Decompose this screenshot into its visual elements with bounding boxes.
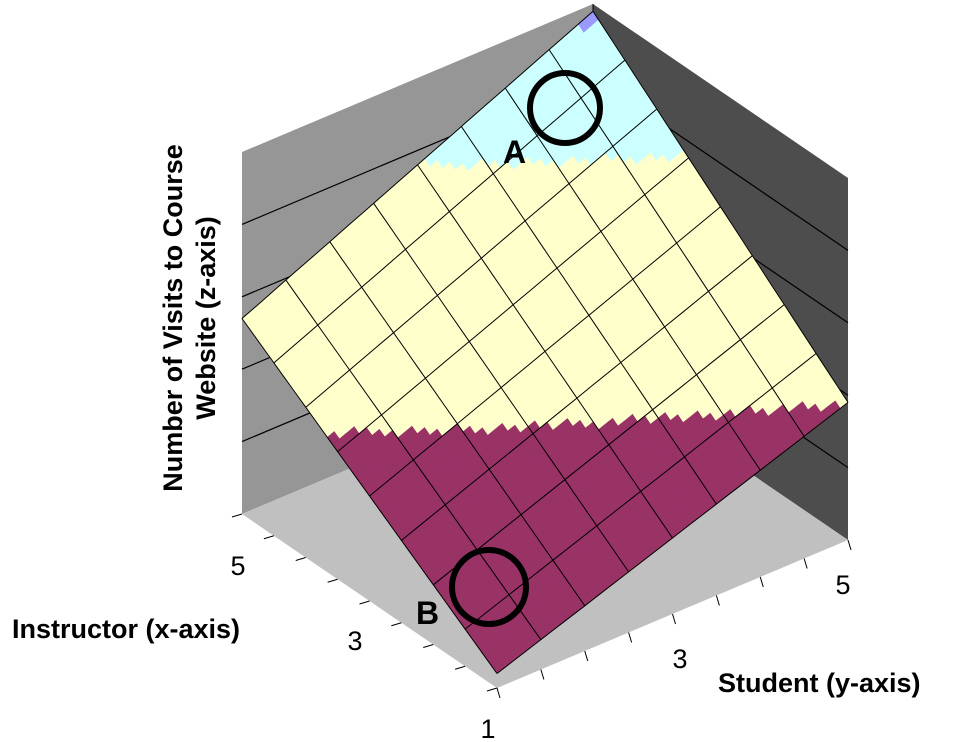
x-axis-tick — [327, 578, 338, 583]
x-axis-title: Instructor (x-axis) — [12, 614, 240, 644]
surface-mesh-line — [592, 10, 849, 403]
y-axis-tick — [540, 669, 545, 680]
y-axis-tick — [803, 558, 808, 569]
y-axis-tick — [628, 632, 633, 643]
x-axis-tick — [231, 513, 243, 518]
x-axis-tick — [454, 665, 466, 670]
annotation-circle-a — [527, 70, 603, 146]
x-axis-tick — [423, 644, 434, 648]
x-axis-tick — [391, 622, 402, 627]
x-tick-label: 3 — [347, 626, 362, 656]
surface-mesh-line — [417, 164, 673, 539]
x-axis-tick — [486, 687, 498, 692]
y-axis-tick — [759, 576, 764, 588]
x-axis-tick — [263, 535, 275, 540]
surface-mesh-line — [273, 59, 626, 364]
z-axis-title-line: Website (z-axis) — [191, 216, 221, 420]
surface-mesh-line — [337, 157, 689, 452]
surface-mesh-line — [504, 87, 761, 471]
y-axis-tick — [715, 595, 720, 606]
surface — [241, 10, 849, 674]
surface-mesh-line — [305, 108, 658, 408]
surface-mesh-line — [548, 49, 805, 437]
surface-mesh-line — [241, 10, 594, 319]
annotation-circle-b — [449, 547, 529, 627]
z-axis-title-line: Number of Visits to Course — [158, 144, 188, 492]
y-axis-tick — [584, 650, 589, 662]
y-axis-tick — [496, 687, 501, 699]
y-tick-label: 5 — [835, 570, 850, 600]
x-tick-label: 5 — [230, 551, 245, 581]
y-tick-label: 3 — [672, 644, 687, 674]
surface-mesh-line — [460, 126, 717, 505]
annotation-label-b: B — [416, 595, 439, 631]
y-axis-tick — [672, 613, 676, 625]
y-axis-tick — [847, 539, 852, 551]
annotation-label-a: A — [503, 134, 526, 170]
x-axis-tick — [295, 557, 306, 561]
y-axis-title: Student (y-axis) — [718, 668, 921, 698]
x-axis-tick — [359, 600, 370, 605]
z-axis-title: Number of Visits to Course Website (z-axi… — [158, 144, 221, 492]
x-tick-label: 1 — [480, 714, 495, 742]
